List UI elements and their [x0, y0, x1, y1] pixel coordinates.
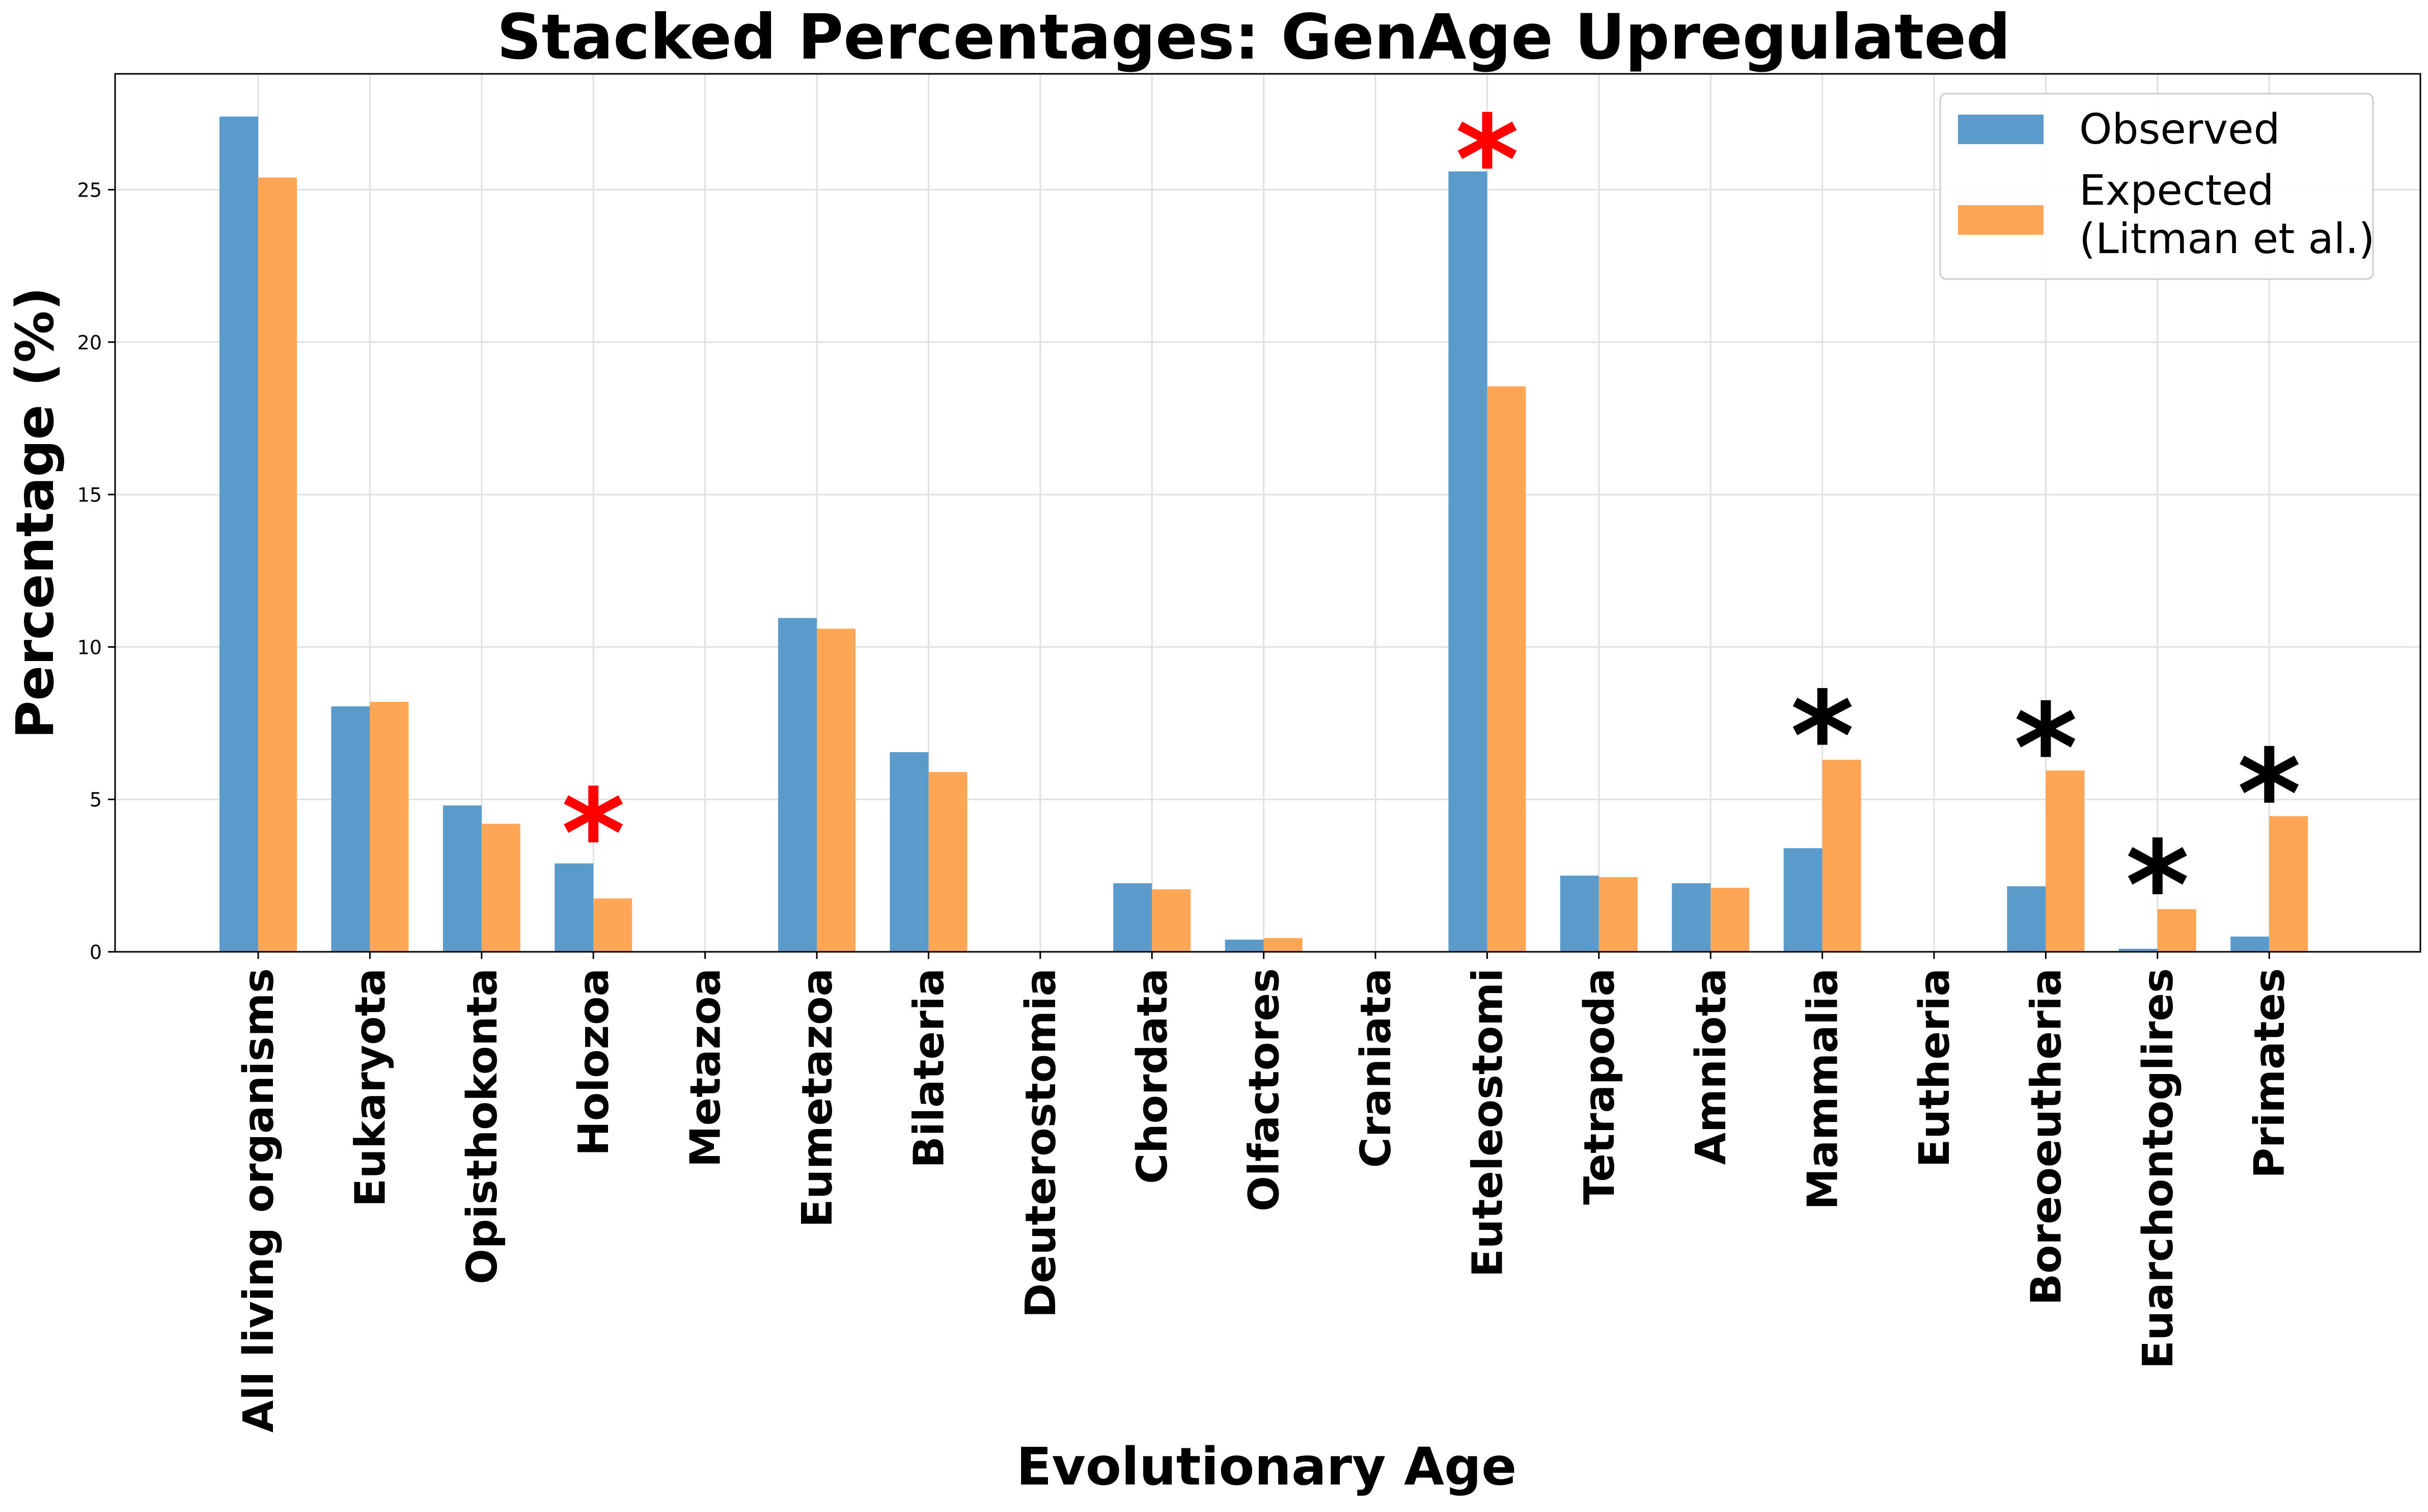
legend-swatch-observed — [1958, 115, 2044, 144]
bars — [219, 116, 2308, 952]
x-tick-label: Eukaryota — [346, 968, 395, 1207]
observed-bar — [890, 752, 929, 952]
legend-label-expected: Expected (Litman et al.) — [2079, 167, 2375, 263]
significance-asterisk: * — [1455, 89, 1520, 232]
x-tick-label: Tetrapoda — [1576, 968, 1624, 1205]
x-tick-label: All living organisms — [235, 968, 283, 1433]
x-tick-label: Eumetazoa — [793, 968, 842, 1227]
x-tick-label: Boreoeutheria — [2022, 968, 2071, 1305]
x-axis-ticks: All living organisms Eukaryota Opisthokont… — [235, 952, 2294, 1433]
observed-bar — [1560, 875, 1599, 952]
observed-bar — [1225, 940, 1264, 952]
legend-label-line: (Litman et al.) — [2079, 215, 2375, 263]
expected-bar — [1598, 877, 1638, 952]
observed-bar — [443, 805, 482, 952]
observed-bar — [2007, 886, 2046, 952]
significance-asterisk: * — [1790, 665, 1855, 808]
x-tick-label: Olfactores — [1240, 968, 1289, 1212]
x-tick-label: Craniata — [1352, 968, 1400, 1168]
significance-asterisk: * — [561, 763, 625, 905]
significance-asterisk: * — [2126, 815, 2190, 957]
observed-bar — [1672, 883, 1711, 952]
x-tick-label: Eutheria — [1911, 968, 1959, 1167]
expected-bar — [2157, 909, 2196, 952]
x-tick-label: Euarchontoglires — [2134, 968, 2183, 1369]
observed-bar — [331, 706, 370, 952]
expected-bar — [1487, 386, 1526, 952]
x-tick-label: Holozoa — [570, 968, 618, 1156]
expected-bar — [258, 177, 297, 952]
expected-bar — [928, 772, 968, 952]
observed-bar — [1448, 171, 1487, 952]
x-tick-label: Deuterostomia — [1017, 968, 1065, 1318]
y-tick-label: 5 — [90, 789, 102, 811]
x-tick-label: Primates — [2246, 968, 2294, 1178]
observed-bar — [219, 116, 258, 952]
significance-markers: * * * * * * — [561, 89, 2301, 957]
y-tick-label: 20 — [77, 332, 102, 354]
y-tick-label: 0 — [90, 941, 102, 964]
expected-bar — [817, 628, 856, 952]
observed-bar — [2118, 949, 2158, 952]
chart-title: Stacked Percentages: GenAge Upregulated — [497, 1, 2011, 73]
y-axis-ticks: 0 5 10 15 20 25 — [77, 179, 115, 964]
observed-bar — [1113, 883, 1152, 952]
x-tick-label: Amniota — [1687, 968, 1735, 1165]
x-tick-label: Mammalia — [1799, 968, 1847, 1210]
expected-bar — [2046, 770, 2085, 952]
expected-bar — [2269, 816, 2308, 952]
expected-bar — [370, 702, 409, 952]
legend: Observed Expected (Litman et al.) — [1939, 93, 2375, 280]
significance-asterisk: * — [2014, 677, 2078, 820]
x-tick-label: Bilateria — [905, 968, 953, 1168]
expected-bar — [1263, 938, 1303, 952]
y-tick-label: 15 — [77, 484, 102, 506]
expected-bar — [1152, 889, 1191, 952]
legend-label-line: Expected — [2079, 167, 2274, 215]
observed-bar — [555, 863, 594, 952]
legend-swatch-expected — [1958, 205, 2044, 235]
y-tick-label: 10 — [77, 636, 102, 658]
y-axis-label: Percentage (%) — [5, 287, 66, 738]
expected-bar — [593, 898, 632, 952]
significance-asterisk: * — [2237, 723, 2301, 866]
x-tick-label: Euteleostomi — [1464, 968, 1512, 1277]
x-tick-label: Metazoa — [682, 968, 730, 1167]
expected-bar — [481, 823, 520, 952]
y-tick-label: 25 — [77, 179, 102, 201]
observed-bar — [778, 618, 817, 952]
expected-bar — [1710, 888, 1750, 952]
observed-bar — [2230, 937, 2270, 952]
x-tick-label: Chordata — [1128, 968, 1177, 1184]
x-tick-label: Opisthokonta — [458, 968, 507, 1284]
x-axis-label: Evolutionary Age — [1016, 1437, 1517, 1497]
plot-frame — [114, 73, 2421, 953]
legend-label-observed: Observed — [2079, 105, 2280, 154]
legend-box — [1939, 93, 2374, 280]
expected-bar — [1822, 759, 1861, 952]
observed-bar — [1783, 848, 1823, 952]
